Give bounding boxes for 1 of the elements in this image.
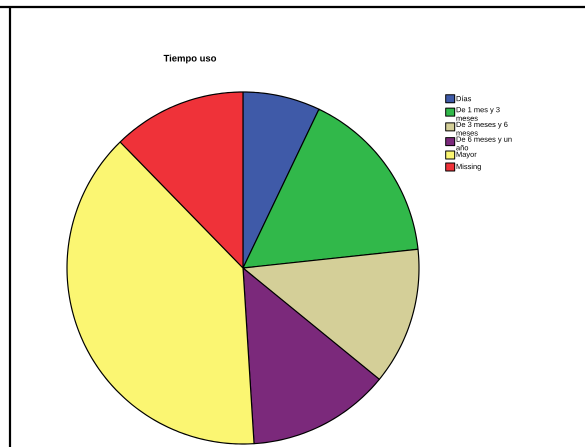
chart-title: Tiempo uso	[164, 54, 216, 64]
